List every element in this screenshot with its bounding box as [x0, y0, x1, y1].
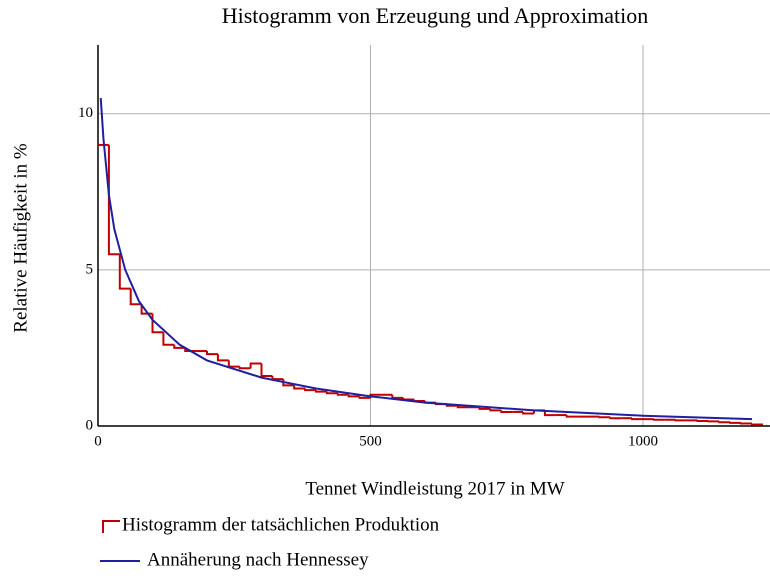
- histogram-step: [238, 366, 251, 370]
- x-axis-label: Tennet Windleistung 2017 in MW: [305, 478, 564, 499]
- histogram-step: [162, 332, 175, 346]
- histogram-step: [325, 391, 338, 395]
- histogram-step: [522, 411, 535, 415]
- fit-line: [99, 98, 753, 421]
- legend-swatch: [102, 520, 120, 533]
- histogram-step: [674, 419, 687, 422]
- histogram-step: [718, 421, 731, 424]
- histogram-step: [543, 410, 556, 417]
- histogram-step: [565, 415, 578, 418]
- histogram-step: [304, 388, 317, 392]
- legend-label: Histogramm der tatsächlichen Produktion: [122, 514, 440, 535]
- histogram-step: [206, 351, 218, 356]
- histogram-step: [456, 405, 469, 409]
- histogram-step: [696, 420, 709, 423]
- x-tick-label: 500: [359, 433, 382, 449]
- y-axis-label: Relative Häufigkeit in %: [10, 143, 31, 333]
- histogram-step: [249, 362, 262, 369]
- x-tick-label: 0: [94, 433, 102, 449]
- histogram-step: [598, 416, 611, 419]
- histogram-step: [358, 396, 371, 399]
- histogram-step: [315, 390, 327, 393]
- legend-label: Annäherung nach Hennessey: [147, 549, 369, 570]
- y-tick-label: 0: [86, 417, 94, 433]
- chart-title: Histogramm von Erzeugung und Approximati…: [222, 3, 649, 28]
- histogram-step: [391, 394, 404, 399]
- histogram-step: [271, 376, 284, 381]
- histogram-step: [489, 408, 502, 412]
- x-tick-label: 1000: [628, 433, 658, 449]
- y-tick-label: 5: [86, 261, 94, 277]
- histogram-step: [107, 144, 120, 256]
- histogram-step: [609, 417, 622, 420]
- histogram-step: [260, 363, 273, 378]
- histogram-step: [336, 393, 349, 396]
- histogram-step: [227, 360, 240, 368]
- histogram-step: [293, 385, 306, 390]
- histogram-step: [173, 344, 186, 349]
- histogram-step: [347, 394, 360, 398]
- histogram-step: [118, 254, 131, 290]
- histogram-step: [751, 423, 763, 426]
- histogram-step: [402, 397, 415, 401]
- histogram-step: [729, 421, 742, 424]
- histogram-step: [129, 288, 142, 306]
- histogram-step: [652, 418, 665, 421]
- histogram-step: [740, 422, 753, 425]
- histogram-step: [216, 354, 229, 362]
- histogram-step: [478, 407, 491, 410]
- histogram-step: [500, 410, 513, 413]
- y-tick-label: 10: [78, 105, 93, 121]
- histogram-step: [631, 418, 644, 421]
